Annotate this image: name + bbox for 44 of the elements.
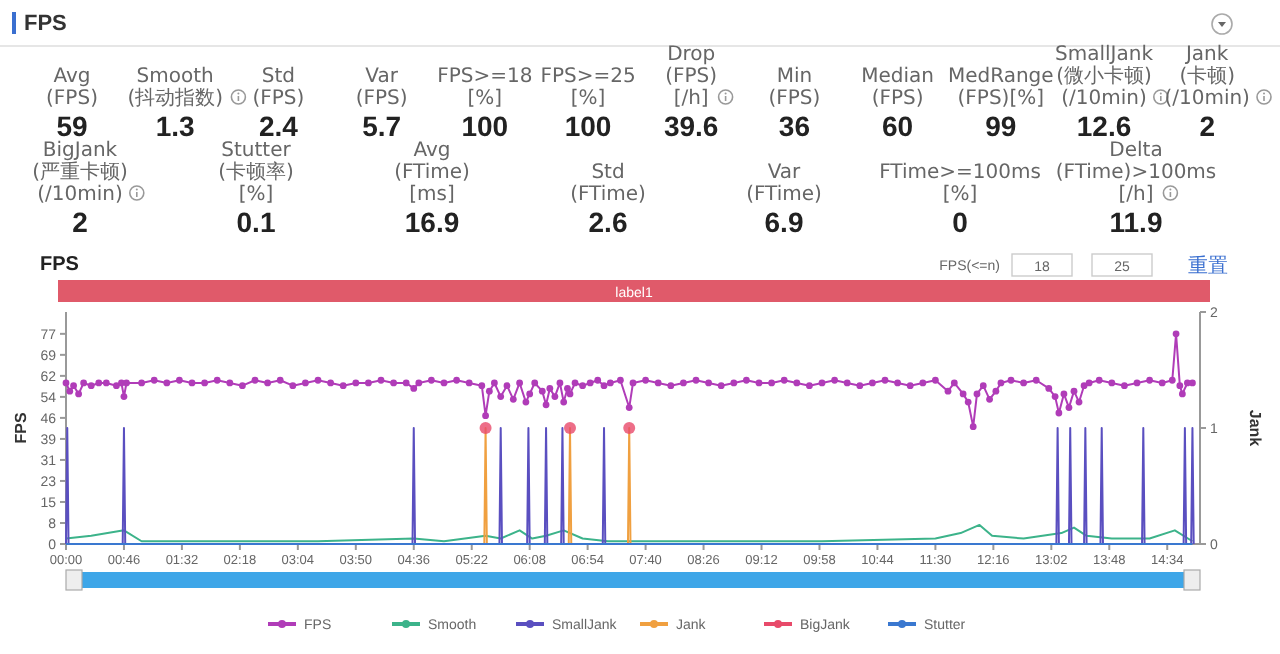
- text: FPS>=25 [%]: [540, 66, 636, 110]
- text: Jank(卡顿)(/10min): [1164, 44, 1251, 110]
- text: 36: [778, 110, 811, 142]
- text: 16.9: [404, 206, 460, 238]
- text: 39.6: [663, 110, 719, 142]
- text: FTime>=100ms [%]: [879, 162, 1041, 206]
- y2-axis-title: Jank: [1246, 409, 1264, 448]
- y-axis-title: FPS: [12, 411, 30, 444]
- text: Stutter(卡顿率) [%]: [218, 140, 294, 206]
- text: Avg(FTime) [ms]: [394, 140, 471, 206]
- line-series: [65, 523, 1194, 543]
- text: 1.3: [155, 110, 196, 142]
- text: Min(FPS): [768, 66, 821, 110]
- text: Avg(FPS): [46, 66, 99, 110]
- text: MedRange(FPS)[%]: [947, 66, 1054, 110]
- text: Median(FPS): [861, 66, 934, 110]
- text: 2.6: [588, 206, 628, 238]
- text: 0.1: [236, 206, 276, 238]
- text: Smooth(抖动指数): [127, 66, 224, 110]
- text: 6.9: [764, 206, 804, 238]
- text: 60: [882, 110, 914, 142]
- text: 100: [564, 110, 612, 142]
- text: 2.4: [258, 110, 299, 142]
- text: Var(FPS): [355, 66, 408, 110]
- text: Std(FTime): [570, 162, 647, 206]
- text: 5.7: [362, 110, 402, 142]
- text: 2: [72, 206, 89, 238]
- text: 0: [952, 206, 969, 238]
- text: FPS: [24, 12, 67, 36]
- text: BigJank(严重卡顿)(/10min): [32, 140, 128, 206]
- text: Delta(FTime)>100ms [/h]: [1055, 140, 1217, 206]
- text: 11.9: [1109, 206, 1163, 238]
- text: 12.6: [1076, 110, 1132, 142]
- text: Var(FTime): [746, 162, 823, 206]
- text: 59: [56, 110, 88, 142]
- text: 2: [1199, 110, 1216, 142]
- text: FPS>=18 [%]: [437, 66, 533, 110]
- text: 99: [985, 110, 1017, 142]
- text: 100: [461, 110, 509, 142]
- chart-title: FPS: [40, 254, 80, 276]
- text: 重置: [1188, 254, 1228, 278]
- text: SmallJank(微小卡顿)(/10min): [1055, 44, 1154, 110]
- text: Std(FPS): [252, 66, 305, 110]
- text: Drop(FPS) [/h]: [665, 44, 718, 110]
